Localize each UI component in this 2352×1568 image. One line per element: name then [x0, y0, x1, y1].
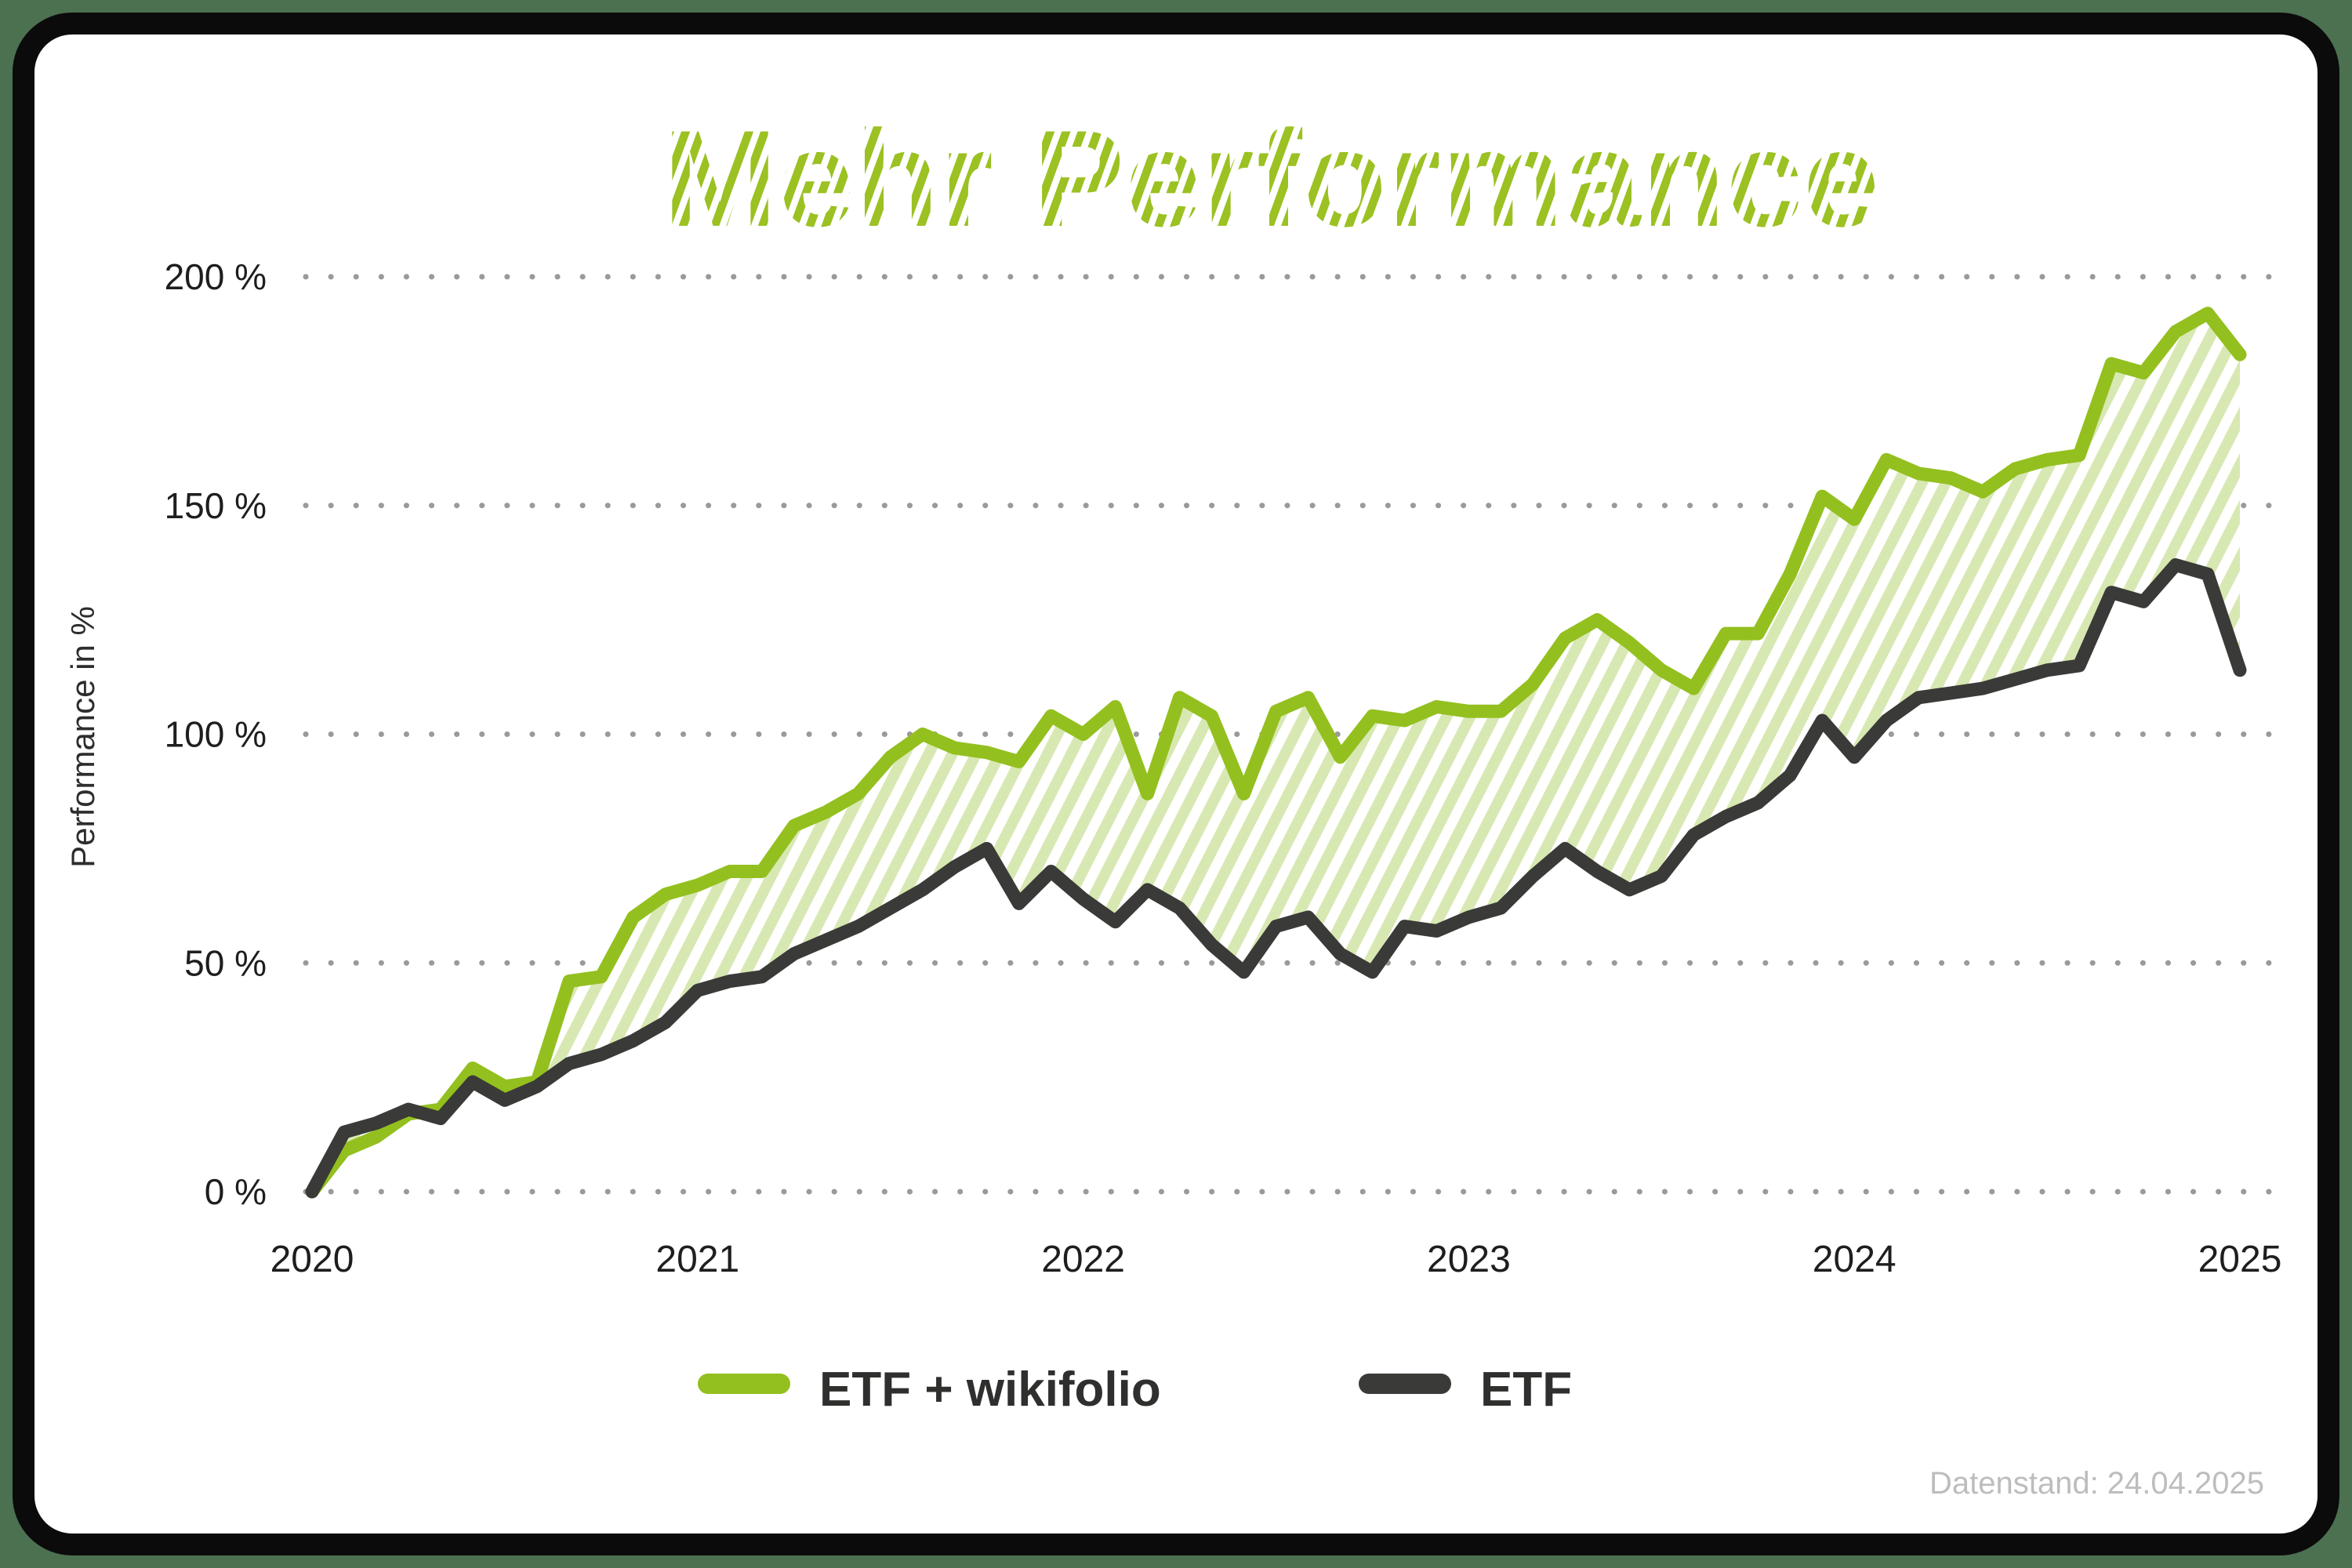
y-tick-0: 0 % — [205, 1171, 267, 1212]
data-status-footnote: Datenstand: 24.04.2025 — [1929, 1466, 2264, 1501]
y-tick-labels: 200 % 150 % 100 % 50 % 0 % — [165, 256, 267, 1212]
legend-label-etf-plus-wikifolio: ETF + wikifolio — [819, 1363, 1161, 1417]
legend-label-etf: ETF — [1480, 1363, 1572, 1417]
legend-swatch-etf — [1359, 1374, 1451, 1394]
y-tick-200: 200 % — [165, 256, 267, 297]
page-title: Mehr Performance — [663, 103, 1881, 256]
legend: ETF + wikifolio ETF — [698, 1363, 1572, 1417]
x-tick-2020: 2020 — [270, 1239, 354, 1280]
series-line-etf-plus-wikifolio — [305, 307, 2247, 1199]
fill-between-band — [312, 313, 2240, 1192]
x-tick-2023: 2023 — [1427, 1239, 1511, 1280]
x-tick-2022: 2022 — [1041, 1239, 1125, 1280]
y-tick-150: 150 % — [165, 485, 267, 526]
y-tick-100: 100 % — [165, 714, 267, 755]
x-tick-2025: 2025 — [2198, 1239, 2282, 1280]
x-tick-labels: 2020 2021 2022 2023 2024 2025 — [270, 1239, 2282, 1280]
y-axis-title: Performance in % — [64, 606, 101, 868]
legend-swatch-etf-plus-wikifolio — [698, 1374, 790, 1394]
x-tick-2024: 2024 — [1813, 1239, 1896, 1280]
y-tick-50: 50 % — [184, 942, 267, 983]
x-tick-2021: 2021 — [655, 1239, 739, 1280]
series-line-etf — [305, 558, 2247, 1199]
